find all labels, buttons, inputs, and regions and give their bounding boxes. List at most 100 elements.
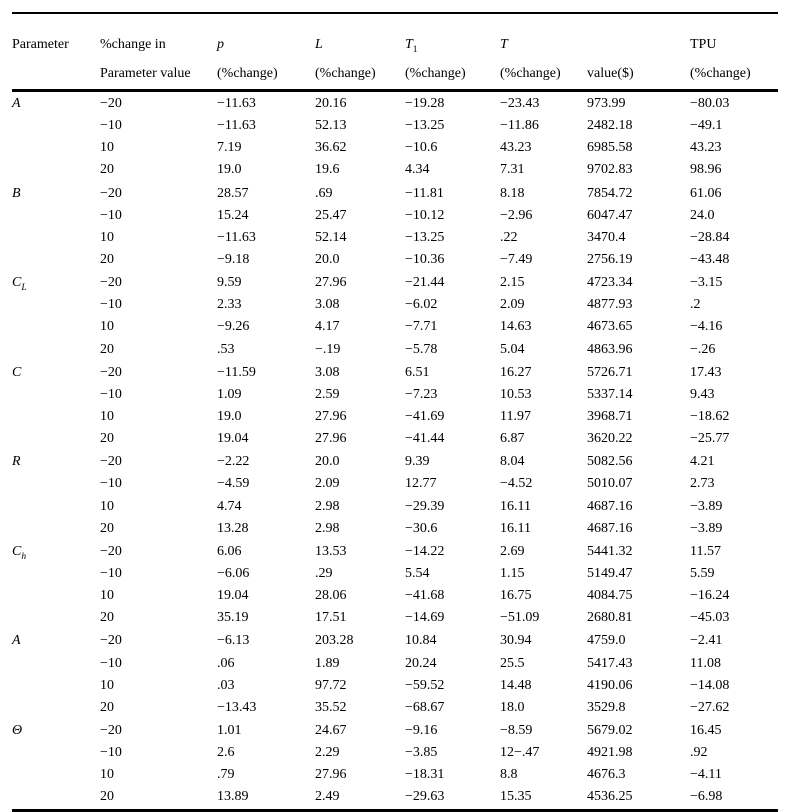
cell-parameter <box>12 607 100 629</box>
cell-L: 13.53 <box>315 543 347 559</box>
cell-T: 11.97 <box>500 409 531 425</box>
cell-parameter: A <box>12 91 100 116</box>
cell-T: 2.15 <box>500 275 525 291</box>
cell-tpu: 24.0 <box>690 207 715 223</box>
cell-p: 19.04 <box>217 431 249 447</box>
cell-T1: 6.51 <box>405 364 430 380</box>
table-row: 20 13.28 2.98 −30.6 16.11 4687.16 −3.89 <box>12 518 778 540</box>
cell-T1: −9.16 <box>405 723 438 738</box>
cell-parameter: A <box>12 629 100 652</box>
cell-L: 20.16 <box>315 96 347 112</box>
cell-T: 8.18 <box>500 185 525 201</box>
cell-tpu: 16.45 <box>690 723 722 738</box>
cell-L: .69 <box>315 185 333 201</box>
cell-L: 35.52 <box>315 699 347 715</box>
cell-change: 10 <box>100 229 114 245</box>
cell-tpu: −18.62 <box>690 409 730 425</box>
cell-value: 7854.72 <box>587 185 633 201</box>
cell-T1: −11.81 <box>405 185 444 201</box>
cell-change: −10 <box>100 207 122 223</box>
cell-change: 20 <box>100 162 114 178</box>
cell-value: 4723.34 <box>587 275 633 291</box>
col-header-L: L <box>315 13 405 53</box>
cell-tpu: 11.57 <box>690 543 721 559</box>
cell-parameter <box>12 518 100 540</box>
cell-parameter <box>12 249 100 271</box>
cell-change: −10 <box>100 566 122 582</box>
parameter-subscript: h <box>21 551 27 562</box>
col-header-T: T <box>500 13 587 53</box>
cell-tpu: −4.16 <box>690 319 723 335</box>
cell-p: −11.63 <box>217 229 256 245</box>
cell-value: 2482.18 <box>587 118 633 134</box>
cell-value: 4673.65 <box>587 319 633 335</box>
cell-parameter <box>12 653 100 675</box>
cell-tpu: .92 <box>690 745 708 761</box>
cell-T: −2.96 <box>500 207 533 223</box>
cell-value: 3470.4 <box>587 229 626 245</box>
cell-p: 28.57 <box>217 185 249 201</box>
cell-parameter <box>12 227 100 249</box>
cell-L: .29 <box>315 566 333 582</box>
cell-change: 10 <box>100 767 114 783</box>
cell-T: 8.8 <box>500 767 518 783</box>
cell-change: −10 <box>100 118 122 134</box>
cell-p: −6.06 <box>217 566 250 582</box>
cell-tpu: 17.43 <box>690 364 722 380</box>
T1-subscript: 1 <box>412 44 418 55</box>
cell-L: −.19 <box>315 341 341 357</box>
cell-value: 5082.56 <box>587 454 633 470</box>
cell-p: 2.6 <box>217 745 235 761</box>
table-header: Parameter %change in p L T1 T TPU Parame… <box>12 13 778 92</box>
cell-T: 6.87 <box>500 431 525 447</box>
cell-tpu: −45.03 <box>690 610 730 626</box>
table-row: −10 1.09 2.59 −7.23 10.53 5337.14 9.43 <box>12 384 778 406</box>
cell-change: −20 <box>100 633 122 649</box>
cell-value: 6047.47 <box>587 207 633 223</box>
L-symbol: L <box>315 37 323 52</box>
cell-change: −10 <box>100 297 122 313</box>
cell-value: 973.99 <box>587 96 626 112</box>
cell-p: 2.33 <box>217 297 242 313</box>
cell-L: 52.14 <box>315 229 347 245</box>
cell-p: .79 <box>217 767 235 783</box>
cell-L: 1.89 <box>315 655 340 671</box>
table-row: 10 −11.63 52.14 −13.25 .22 3470.4 −28.84 <box>12 227 778 249</box>
cell-value: 5726.71 <box>587 364 633 380</box>
cell-tpu: −3.89 <box>690 520 723 536</box>
cell-T: 5.04 <box>500 341 525 357</box>
cell-p: 19.04 <box>217 588 249 604</box>
cell-p: −6.13 <box>217 633 250 649</box>
cell-parameter <box>12 764 100 786</box>
parameter-symbol: A <box>12 96 21 112</box>
cell-tpu: .2 <box>690 297 701 313</box>
cell-T1: −10.6 <box>405 140 438 156</box>
table-row: 10 −9.26 4.17 −7.71 14.63 4673.65 −4.16 <box>12 316 778 338</box>
header-row-2: Parameter value (%change) (%change) (%ch… <box>12 53 778 92</box>
cell-change: 20 <box>100 699 114 715</box>
sensitivity-analysis-table: Parameter %change in p L T1 T TPU Parame… <box>12 12 778 812</box>
table-row: 20 .53 −.19 −5.78 5.04 4863.96 −.26 <box>12 339 778 361</box>
cell-value: 5679.02 <box>587 723 633 738</box>
cell-parameter <box>12 294 100 316</box>
cell-T: 1.15 <box>500 566 525 582</box>
cell-parameter <box>12 563 100 585</box>
col-header-change-in: %change in <box>100 37 166 52</box>
col-header-value-spacer <box>587 13 690 53</box>
table-row: 20 19.04 27.96 −41.44 6.87 3620.22 −25.77 <box>12 428 778 450</box>
col-header-L-pct-change: (%change) <box>315 53 405 92</box>
cell-T: 16.11 <box>500 520 531 536</box>
cell-L: 20.0 <box>315 252 340 268</box>
cell-p: −9.18 <box>217 252 250 268</box>
cell-parameter: Θ <box>12 719 100 742</box>
col-header-TPU-pct-change: (%change) <box>690 53 778 92</box>
cell-T1: 4.34 <box>405 162 430 178</box>
cell-T1: −13.25 <box>405 118 445 134</box>
cell-change: 10 <box>100 498 114 514</box>
table-row: −10 2.33 3.08 −6.02 2.09 4877.93 .2 <box>12 294 778 316</box>
cell-L: 52.13 <box>315 118 347 134</box>
cell-T: 14.48 <box>500 677 532 693</box>
table-row: −10 15.24 25.47 −10.12 −2.96 6047.47 24.0 <box>12 205 778 227</box>
cell-value: 5441.32 <box>587 543 633 559</box>
cell-p: 13.89 <box>217 789 249 805</box>
